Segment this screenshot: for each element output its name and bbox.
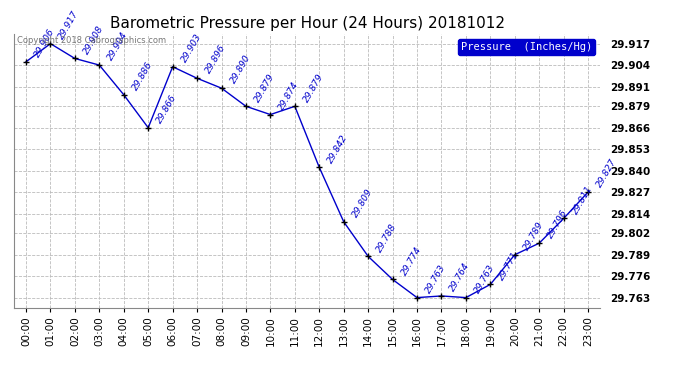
Text: 29.811: 29.811 (571, 184, 594, 216)
Text: 29.809: 29.809 (351, 187, 374, 219)
Text: 29.904: 29.904 (106, 30, 130, 62)
Legend: Pressure  (Inches/Hg): Pressure (Inches/Hg) (457, 39, 595, 55)
Text: 29.879: 29.879 (302, 72, 326, 104)
Text: 29.906: 29.906 (33, 27, 57, 59)
Text: 29.908: 29.908 (82, 24, 106, 56)
Text: 29.774: 29.774 (400, 245, 423, 277)
Text: 29.896: 29.896 (204, 44, 228, 75)
Text: 29.874: 29.874 (277, 80, 301, 112)
Text: 29.903: 29.903 (179, 32, 203, 64)
Text: 29.879: 29.879 (253, 72, 277, 104)
Text: 29.764: 29.764 (448, 261, 472, 293)
Text: 29.788: 29.788 (375, 222, 399, 254)
Text: 29.763: 29.763 (424, 263, 448, 295)
Text: 29.771: 29.771 (497, 250, 521, 282)
Text: 29.890: 29.890 (228, 54, 252, 86)
Text: 29.796: 29.796 (546, 209, 570, 240)
Text: 29.866: 29.866 (155, 93, 179, 125)
Text: Copyright 2018 Cabrographics.com: Copyright 2018 Cabrographics.com (17, 36, 166, 45)
Text: 29.842: 29.842 (326, 133, 350, 165)
Title: Barometric Pressure per Hour (24 Hours) 20181012: Barometric Pressure per Hour (24 Hours) … (110, 16, 504, 31)
Text: 29.886: 29.886 (130, 60, 155, 92)
Text: 29.763: 29.763 (473, 263, 496, 295)
Text: 29.917: 29.917 (57, 9, 81, 41)
Text: 29.789: 29.789 (522, 220, 545, 252)
Text: 29.827: 29.827 (595, 158, 619, 189)
